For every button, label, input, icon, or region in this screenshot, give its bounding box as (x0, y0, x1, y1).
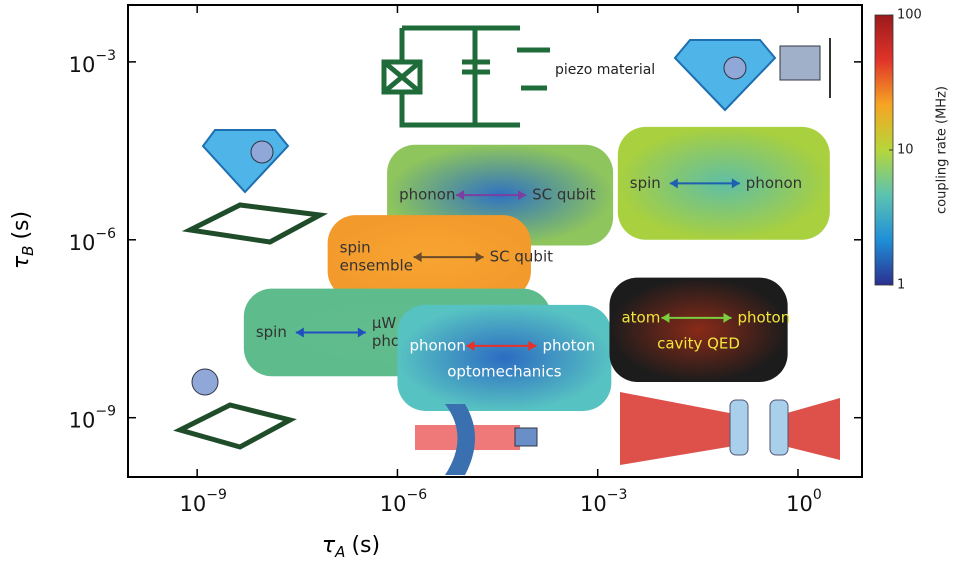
tick-base: 10 (580, 492, 607, 516)
tick-label: 10−6 (69, 226, 116, 255)
diamond-illustration (173, 38, 840, 475)
plot-frame (127, 4, 863, 478)
x-axis-label: τA (s) (322, 533, 380, 561)
region-label: spin (256, 323, 287, 341)
tick-label: 10−9 (69, 404, 116, 433)
region-label: SC qubit (532, 186, 595, 204)
region-label: photon (737, 308, 790, 326)
region-label: ensemble (340, 257, 413, 275)
colorbar-tick-label: 10 (897, 143, 914, 158)
region-label: μW (372, 314, 397, 332)
tick-label: 10−6 (380, 487, 427, 516)
colorbar-tick-label: 1 (897, 278, 905, 293)
arrow-head (669, 178, 740, 189)
x-label-subscript: A (334, 543, 345, 561)
arrow-head (456, 190, 527, 201)
region (397, 304, 612, 411)
region-label: photon (542, 336, 595, 354)
tick-base: 10 (786, 492, 813, 516)
x-label-unit: (s) (351, 533, 380, 558)
arrow-head (661, 312, 732, 323)
y-axis-label: τB (s) (9, 211, 37, 269)
tick-base: 10 (179, 492, 206, 516)
annotation: piezo material (555, 62, 655, 78)
arrow-head (295, 327, 366, 338)
region-label: spin (340, 239, 371, 257)
tick-label: 10−3 (69, 48, 116, 77)
region-label: SC qubit (490, 248, 553, 266)
tick-exponent: −9 (206, 487, 227, 503)
y-label-unit: (s) (9, 211, 34, 240)
y-label-symbol: τ (9, 255, 34, 269)
arrow-head (413, 252, 484, 263)
region-label: phonon (746, 174, 802, 192)
region-caption: cavity QED (657, 334, 740, 352)
tick-exponent: −3 (95, 48, 116, 64)
tick-label: 10−3 (580, 487, 627, 516)
y-label-subscript: B (19, 246, 37, 256)
tick-base: 10 (69, 231, 96, 255)
circuit-illustration (381, 25, 550, 128)
region-label: phonon (399, 186, 455, 204)
tick-exponent: 0 (813, 487, 822, 503)
tick-base: 10 (380, 492, 407, 516)
tick-exponent: −6 (406, 487, 427, 503)
colorbar-tick-label: 100 (897, 8, 922, 23)
x-label-symbol: τ (322, 533, 336, 558)
arrow-head (466, 340, 537, 351)
region-label: atom (621, 308, 660, 326)
region-label: phonon (409, 336, 465, 354)
tick-label: 10−9 (179, 487, 226, 516)
region-caption: optomechanics (447, 362, 561, 380)
region-label: spin (630, 174, 661, 192)
region (609, 277, 788, 382)
colorbar-label: coupling rate (MHz) (935, 86, 950, 214)
tick-exponent: −3 (607, 487, 628, 503)
tick-base: 10 (69, 409, 96, 433)
tick-base: 10 (69, 53, 96, 77)
tick-exponent: −6 (95, 226, 116, 242)
tick-label: 100 (786, 487, 822, 516)
tick-exponent: −9 (95, 404, 116, 420)
